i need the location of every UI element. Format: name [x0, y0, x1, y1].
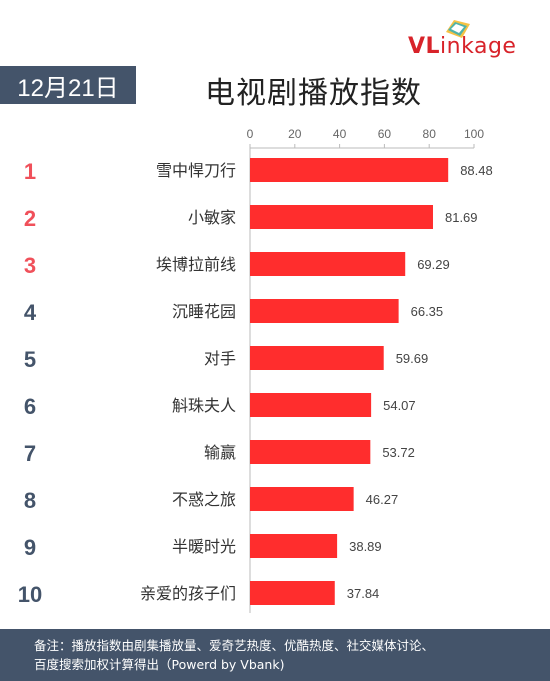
value-label: 81.69	[445, 210, 478, 225]
category-label: 对手	[204, 349, 236, 368]
bar	[250, 534, 338, 558]
rank-number: 8	[24, 488, 36, 513]
x-tick-label: 80	[423, 127, 437, 141]
bar	[250, 440, 371, 464]
footer-note: 备注：播放指数由剧集播放量、爱奇艺热度、优酷热度、社交媒体讨论、 百度搜索加权计…	[0, 629, 550, 681]
x-tick-label: 20	[288, 127, 302, 141]
rank-number: 5	[24, 347, 36, 372]
rank-number: 2	[24, 206, 36, 231]
date-text: 12月21日	[17, 74, 119, 102]
bar	[250, 393, 372, 417]
footer-line-2: 百度搜索加权计算得出（Powerd by Vbank)	[34, 657, 285, 672]
category-label: 小敏家	[188, 208, 236, 227]
category-label: 亲爱的孩子们	[140, 584, 236, 603]
category-label: 输赢	[204, 443, 236, 462]
value-label: 46.27	[366, 492, 399, 507]
page-title: 电视剧播放指数	[205, 76, 422, 111]
vlinkage-logo: VLinkage	[408, 18, 528, 59]
bar	[250, 346, 384, 370]
value-label: 69.29	[417, 257, 450, 272]
rank-number: 1	[24, 159, 36, 184]
rank-number: 7	[24, 441, 36, 466]
bar	[250, 158, 449, 182]
date-badge: 12月21日	[0, 66, 136, 104]
rank-number: 9	[24, 535, 36, 560]
logo-text: VLinkage	[408, 34, 517, 59]
value-label: 37.84	[347, 586, 380, 601]
footer-line-1: 备注：播放指数由剧集播放量、爱奇艺热度、优酷热度、社交媒体讨论、	[34, 638, 435, 653]
value-label: 53.72	[382, 445, 415, 460]
x-tick-label: 60	[378, 127, 392, 141]
category-label: 半暖时光	[172, 537, 236, 556]
category-label: 斛珠夫人	[172, 396, 236, 415]
rank-number: 10	[18, 582, 42, 607]
value-label: 66.35	[411, 304, 444, 319]
x-tick-label: 100	[464, 127, 484, 141]
value-label: 38.89	[349, 539, 382, 554]
bar	[250, 205, 433, 229]
category-label: 不惑之旅	[172, 490, 236, 509]
bar	[250, 299, 399, 323]
x-tick-label: 40	[333, 127, 347, 141]
category-label: 沉睡花园	[172, 302, 236, 321]
value-label: 59.69	[396, 351, 429, 366]
category-label: 埃博拉前线	[156, 255, 236, 274]
category-label: 雪中悍刀行	[156, 161, 236, 180]
bar	[250, 581, 335, 605]
rank-number: 3	[24, 253, 36, 278]
bar	[250, 252, 406, 276]
rank-number: 6	[24, 394, 36, 419]
value-label: 54.07	[383, 398, 416, 413]
bar	[250, 487, 354, 511]
x-tick-label: 0	[247, 127, 254, 141]
rank-number: 4	[24, 300, 37, 325]
value-label: 88.48	[460, 163, 493, 178]
logo-icon	[446, 20, 470, 38]
